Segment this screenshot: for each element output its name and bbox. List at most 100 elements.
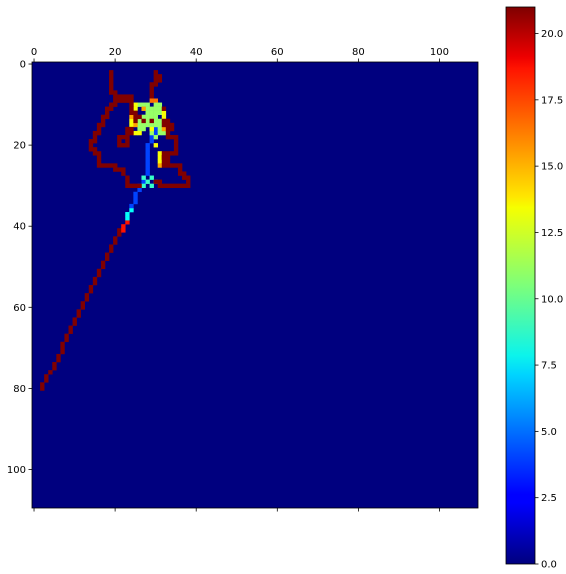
heatmap-cell bbox=[92, 147, 98, 152]
heatmap-cell bbox=[149, 139, 154, 144]
heatmap-cell bbox=[109, 74, 114, 79]
heatmap-cell bbox=[121, 224, 126, 229]
heatmap-cell bbox=[141, 179, 146, 184]
heatmap-cell bbox=[117, 232, 122, 237]
heatmap-cell bbox=[153, 118, 158, 124]
colorbar-tick-label: 17.5 bbox=[541, 95, 563, 106]
colorbar-ticks: 0.0 2.5 5.0 7.5 10.0 12.5 15.0 17.5 20.0 bbox=[535, 29, 563, 571]
heatmap-cell bbox=[169, 151, 175, 156]
heatmap-cell bbox=[153, 179, 158, 184]
heatmap-cell bbox=[165, 130, 171, 136]
heatmap-cell bbox=[125, 134, 130, 140]
heatmap-cell bbox=[153, 98, 158, 103]
heatmap-cell bbox=[169, 163, 175, 168]
heatmap-cell bbox=[153, 102, 158, 107]
y-tick-label: 40 bbox=[13, 222, 26, 233]
heatmap-cell bbox=[161, 183, 167, 188]
heatmap-cell bbox=[117, 228, 122, 233]
heatmap-cell bbox=[129, 130, 134, 136]
heatmap-cell bbox=[84, 297, 90, 302]
heatmap-cell bbox=[72, 317, 77, 322]
heatmap-cell bbox=[157, 130, 163, 136]
heatmap-cell bbox=[117, 167, 122, 172]
heatmap-cell bbox=[141, 126, 146, 132]
heatmap-cell bbox=[125, 130, 130, 136]
x-tick-label: 80 bbox=[352, 47, 365, 58]
heatmap-cell bbox=[149, 98, 154, 103]
heatmap-cell bbox=[173, 134, 179, 140]
heatmap-cell bbox=[145, 106, 150, 111]
heatmap-cell bbox=[149, 106, 154, 111]
heatmap-cell bbox=[68, 329, 73, 334]
colorbar-tick-label: 5.0 bbox=[541, 427, 557, 438]
heatmap-cell bbox=[117, 134, 122, 140]
heatmap-cell bbox=[165, 134, 171, 140]
heatmap-cell bbox=[157, 78, 163, 83]
heatmap-cell bbox=[177, 167, 183, 172]
heatmap-cell bbox=[145, 110, 150, 115]
colorbar-gradient bbox=[505, 6, 536, 565]
heatmap-cell bbox=[141, 106, 146, 111]
heatmap-cell bbox=[149, 114, 154, 120]
heatmap-cell bbox=[56, 357, 61, 363]
heatmap-cell bbox=[149, 126, 154, 132]
colorbar-tick-label: 15.0 bbox=[541, 162, 563, 173]
x-tick-label: 20 bbox=[109, 47, 122, 58]
heatmap-cell bbox=[157, 163, 163, 168]
heatmap-cell bbox=[177, 163, 183, 168]
heatmap-cell bbox=[117, 98, 122, 103]
heatmap-cell bbox=[100, 122, 106, 128]
heatmap-cell bbox=[96, 159, 102, 164]
heatmap-cell bbox=[153, 78, 158, 83]
heatmap-cell bbox=[104, 256, 110, 261]
y-tick-label: 0 bbox=[20, 60, 26, 71]
heatmap-cell bbox=[129, 126, 134, 132]
heatmap-cell bbox=[104, 106, 110, 111]
heatmap-cell bbox=[173, 151, 179, 156]
heatmap-cell bbox=[129, 118, 134, 124]
heatmap-cell bbox=[109, 90, 114, 95]
heatmap-cell bbox=[44, 378, 49, 383]
heatmap-cell bbox=[129, 183, 134, 188]
heatmap-cell bbox=[104, 252, 110, 257]
heatmap-cell bbox=[153, 130, 158, 136]
heatmap-cell bbox=[125, 179, 130, 184]
heatmap-cell bbox=[92, 139, 98, 144]
plot-area bbox=[31, 61, 479, 509]
heatmap-cell bbox=[153, 106, 158, 111]
heatmap-cell bbox=[157, 179, 163, 184]
heatmap-cell bbox=[137, 183, 142, 188]
colorbar-tick-label: 2.5 bbox=[541, 493, 557, 504]
heatmap-cell bbox=[64, 333, 69, 338]
heatmap-cell bbox=[149, 134, 154, 140]
heatmap-cell bbox=[157, 106, 163, 111]
heatmap-cell bbox=[113, 163, 118, 168]
heatmap-cell bbox=[125, 139, 130, 144]
heatmap-cell bbox=[133, 130, 138, 136]
heatmap-cell bbox=[165, 126, 171, 132]
heatmap-cell bbox=[157, 110, 163, 115]
heatmap-cell bbox=[161, 106, 167, 111]
heatmap-cell bbox=[121, 134, 126, 140]
heatmap-cell bbox=[121, 228, 126, 233]
heatmap-cell bbox=[149, 90, 154, 95]
heatmap-cell bbox=[88, 143, 94, 148]
heatmap-cell bbox=[121, 171, 126, 176]
heatmap-cell bbox=[56, 353, 61, 359]
heatmap-cell bbox=[40, 386, 45, 391]
heatmap-cell bbox=[133, 191, 138, 197]
colorbar-tick-label: 7.5 bbox=[541, 361, 557, 372]
heatmap-cell bbox=[182, 183, 187, 188]
heatmap-cell bbox=[113, 167, 118, 172]
heatmap-cell bbox=[113, 102, 118, 107]
heatmap-cell bbox=[157, 122, 163, 128]
heatmap-cell bbox=[109, 106, 114, 111]
heatmap-cell bbox=[96, 130, 102, 136]
heatmap-cell bbox=[145, 159, 150, 164]
heatmap-cell bbox=[109, 82, 114, 87]
heatmap-cell bbox=[125, 183, 130, 188]
heatmap-cell bbox=[125, 98, 130, 103]
heatmap-cell bbox=[113, 90, 118, 95]
x-tick-label: 100 bbox=[430, 47, 449, 58]
